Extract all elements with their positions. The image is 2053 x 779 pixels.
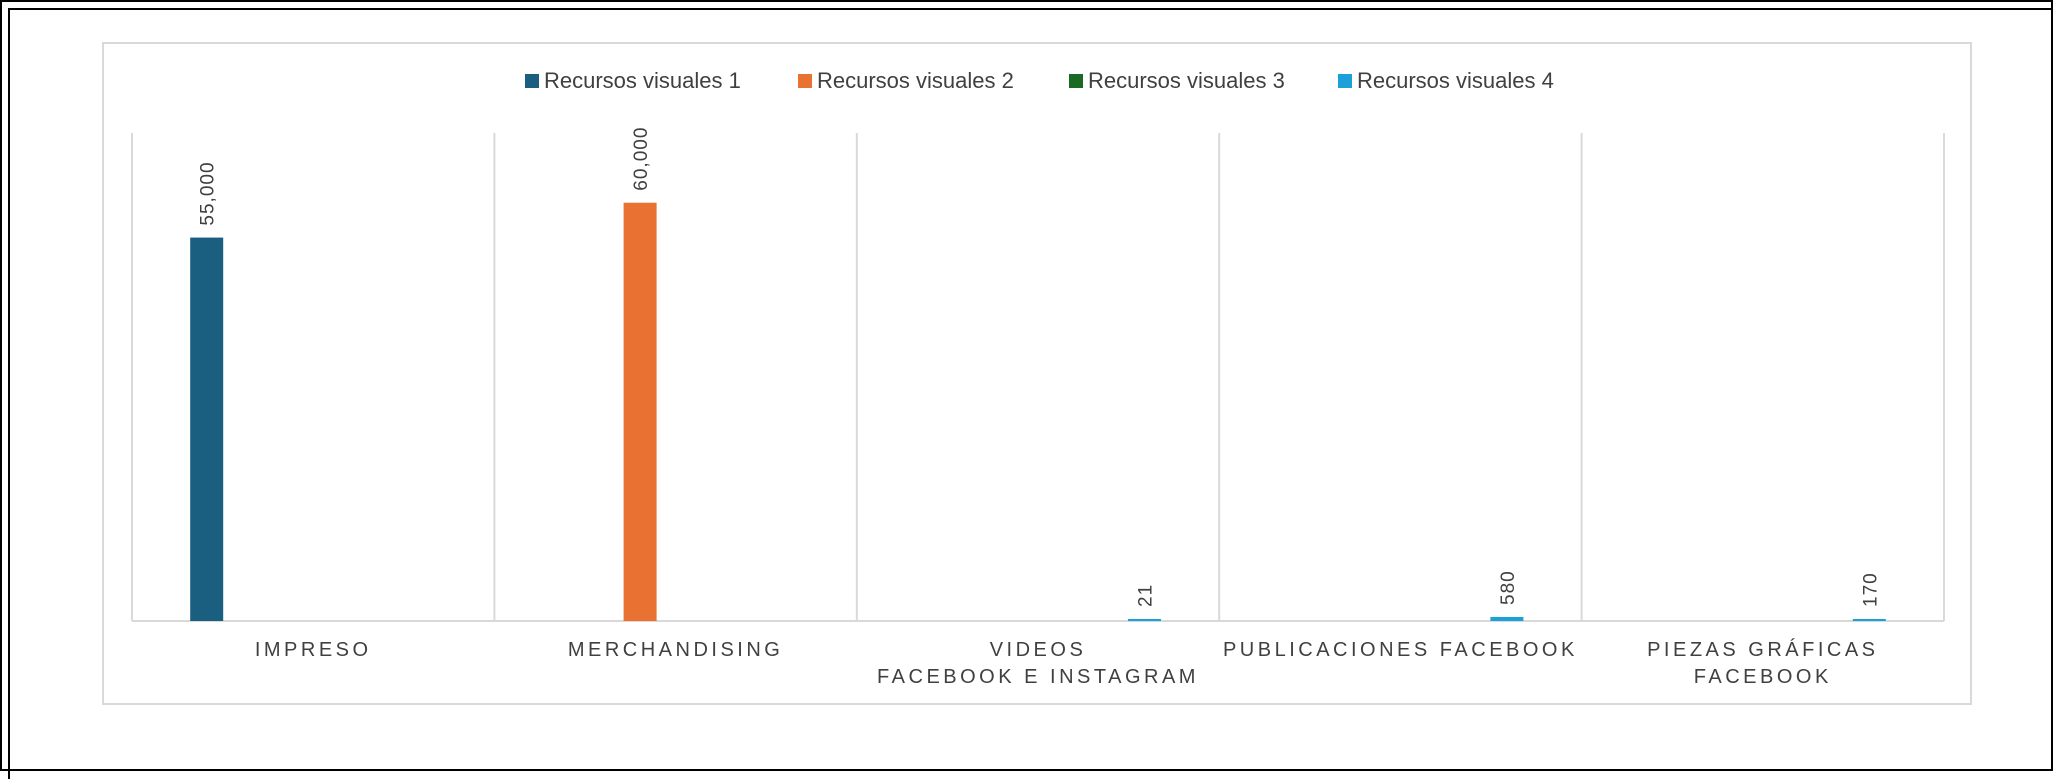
bar [1490,616,1524,621]
legend-label: Recursos visuales 3 [1088,68,1285,93]
category-label: PIEZAS GRÁFICAS FACEBOOK [1647,638,1878,688]
legend-item: Recursos visuales 1 [525,68,741,93]
legend-item: Recursos visuales 3 [1069,68,1285,93]
category-label-line: FACEBOOK [1694,666,1832,688]
category-label-line: VIDEOS [990,639,1087,661]
legend: Recursos visuales 1 Recursos visuales 2 Re… [525,68,1554,93]
data-labels: 55,000 60,000 21 580 170 [198,127,1882,607]
category-label-line: PUBLICACIONES FACEBOOK [1223,639,1578,661]
bar [1852,619,1886,621]
legend-label: Recursos visuales 4 [1357,68,1554,93]
category-label: MERCHANDISING [568,639,784,661]
category-label-line: PIEZAS GRÁFICAS [1647,638,1878,661]
category-label-line: MERCHANDISING [568,639,784,661]
legend-item: Recursos visuales 4 [1338,68,1554,93]
legend-label: Recursos visuales 2 [817,68,1014,93]
data-label: 170 [1860,572,1881,607]
category-label-line: IMPRESO [255,639,372,661]
bar [190,237,224,622]
legend-label: Recursos visuales 1 [544,68,741,93]
data-label: 60,000 [631,127,652,191]
bar [623,202,657,621]
legend-swatch [525,74,539,88]
data-label: 55,000 [198,161,219,225]
chart-area [102,42,1972,705]
data-label: 580 [1498,570,1519,605]
legend-item: Recursos visuales 2 [798,68,1014,93]
category-label-line: FACEBOOK E INSTAGRAM [877,666,1199,688]
inner-frame [8,8,2053,779]
category-label: IMPRESO [255,639,372,661]
bars [190,202,1886,622]
legend-swatch [798,74,812,88]
category-label: PUBLICACIONES FACEBOOK [1223,639,1578,661]
category-gridlines [131,133,1945,622]
data-label: 21 [1136,584,1157,607]
category-labels: IMPRESO MERCHANDISING VIDEOS FACEBOOK E INS… [255,638,1878,688]
category-label: VIDEOS FACEBOOK E INSTAGRAM [877,639,1199,688]
legend-swatch [1338,74,1352,88]
bar [1128,619,1161,621]
legend-swatch [1069,74,1083,88]
